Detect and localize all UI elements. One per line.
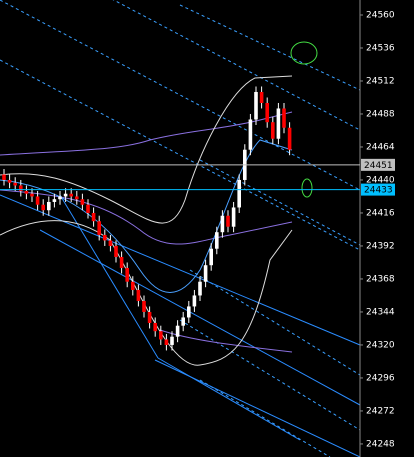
lower-average bbox=[0, 189, 293, 245]
candle-body bbox=[142, 300, 146, 312]
y-tick-label: 24248 bbox=[366, 439, 395, 449]
dashed-channel bbox=[0, 0, 361, 191]
candle-body bbox=[69, 193, 73, 197]
candle-body bbox=[220, 215, 225, 233]
candle-body bbox=[203, 265, 208, 282]
y-tick-label: 24416 bbox=[366, 208, 395, 218]
y-tick-label: 24368 bbox=[366, 274, 395, 284]
candle-body bbox=[231, 207, 236, 227]
candle-body bbox=[114, 245, 118, 257]
candle-body bbox=[159, 331, 163, 340]
candle-body bbox=[259, 91, 264, 103]
candle-body bbox=[181, 317, 185, 326]
y-tick-label: 24344 bbox=[366, 307, 395, 317]
candle-body bbox=[47, 201, 51, 211]
y-tick-label: 24272 bbox=[366, 406, 395, 416]
upper-average bbox=[0, 111, 293, 156]
y-tick-label: 24440 bbox=[366, 175, 395, 185]
candle-body bbox=[153, 322, 157, 332]
y-tick-label: 24536 bbox=[366, 43, 395, 53]
upper-band bbox=[0, 75, 293, 224]
candle-body bbox=[80, 199, 85, 205]
y-tick-label: 24392 bbox=[366, 241, 395, 251]
candle-body bbox=[2, 174, 6, 180]
candle-body bbox=[136, 289, 141, 301]
solid-channel bbox=[0, 194, 361, 346]
candle-body bbox=[119, 256, 124, 268]
candle-body bbox=[192, 295, 197, 307]
candle-body bbox=[125, 267, 129, 282]
y-tick-label: 24296 bbox=[366, 373, 395, 383]
candle-body bbox=[147, 311, 152, 323]
candle-body bbox=[175, 325, 180, 337]
middle-band bbox=[0, 139, 293, 293]
candle-body bbox=[24, 190, 29, 194]
candle-body bbox=[271, 122, 275, 139]
candle-body bbox=[265, 102, 269, 123]
y-tick-label: 24512 bbox=[366, 76, 395, 86]
candle-body bbox=[52, 199, 57, 202]
candle-body bbox=[75, 196, 79, 200]
candle-body bbox=[237, 179, 241, 208]
plot: 24560 24536 24512 24488 24464 24440 24416 24392… bbox=[0, 10, 395, 449]
dashed-channel bbox=[179, 319, 361, 431]
candle-body bbox=[282, 108, 286, 128]
candle-body bbox=[41, 204, 45, 211]
candle-body bbox=[63, 193, 68, 197]
price-label: 24433 bbox=[364, 186, 393, 196]
dashed-channel bbox=[199, 379, 331, 457]
candle-body bbox=[187, 306, 191, 318]
candle-body bbox=[97, 221, 101, 235]
price-label-box bbox=[361, 183, 395, 196]
y-tick-label: 24464 bbox=[366, 142, 395, 152]
y-tick-label: 24488 bbox=[366, 109, 395, 119]
y-tick-label: 24320 bbox=[366, 340, 395, 350]
candle-body bbox=[7, 179, 12, 183]
highlight-circle bbox=[301, 178, 313, 198]
candle-body bbox=[108, 240, 113, 246]
candle-body bbox=[103, 234, 107, 241]
candle-body bbox=[91, 212, 96, 222]
candle-body bbox=[58, 196, 62, 200]
trend-line bbox=[157, 357, 301, 441]
candle-body bbox=[254, 91, 258, 120]
candle-body bbox=[209, 248, 213, 266]
candle-body bbox=[276, 108, 281, 139]
trend-line bbox=[59, 194, 159, 359]
candle-body bbox=[164, 339, 169, 345]
candle-body bbox=[287, 127, 292, 150]
lower-average-2 bbox=[159, 329, 293, 353]
candle-body bbox=[170, 336, 174, 345]
candle-body bbox=[86, 204, 90, 213]
y-tick-label: 24560 bbox=[366, 10, 395, 20]
channel-lines bbox=[0, 0, 361, 457]
highlight-circle bbox=[290, 41, 318, 65]
candle-body bbox=[35, 196, 40, 205]
price-label: 24451 bbox=[364, 161, 393, 171]
solid-channel bbox=[39, 229, 361, 406]
dashed-channel bbox=[0, 59, 361, 251]
candle-body bbox=[248, 119, 253, 150]
candle-body bbox=[19, 185, 23, 191]
candle-body bbox=[226, 215, 230, 227]
candle-body bbox=[215, 232, 219, 249]
dashed-channel bbox=[199, 159, 361, 246]
candle-body bbox=[30, 193, 34, 197]
candle-body bbox=[198, 281, 202, 296]
price-label-box bbox=[361, 158, 395, 171]
candle-body bbox=[131, 281, 135, 290]
candle-body bbox=[13, 182, 17, 186]
dashed-channel bbox=[189, 269, 361, 376]
